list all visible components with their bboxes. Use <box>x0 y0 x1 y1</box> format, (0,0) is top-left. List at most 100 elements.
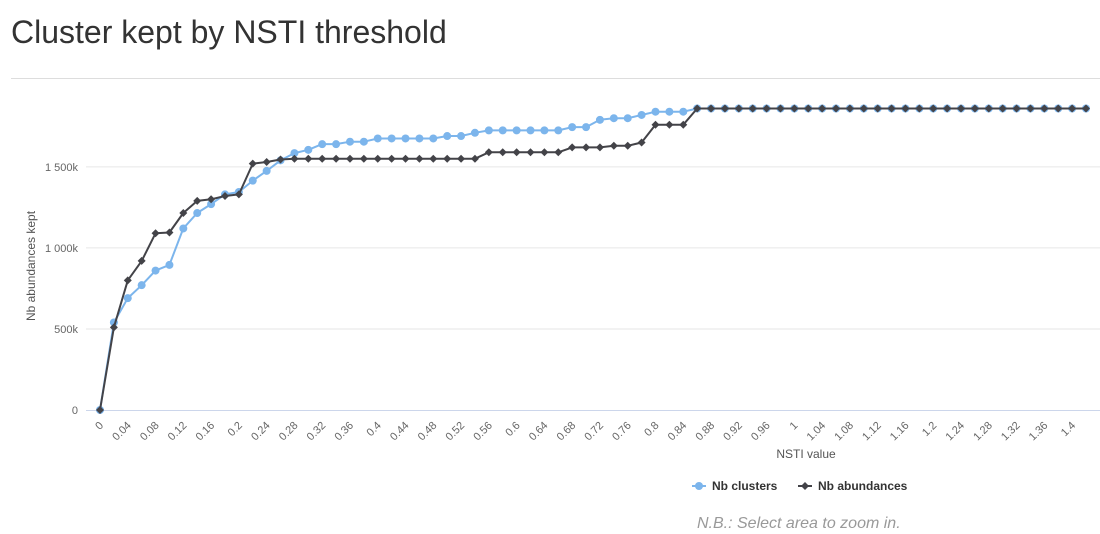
data-point[interactable] <box>207 195 216 204</box>
data-point[interactable] <box>526 148 535 157</box>
data-point[interactable] <box>248 159 257 168</box>
data-point[interactable] <box>554 126 563 135</box>
data-point[interactable] <box>498 148 507 157</box>
data-point[interactable] <box>373 154 382 163</box>
data-point[interactable] <box>582 123 591 132</box>
legend-item-nb-abundances[interactable]: Nb abundances <box>798 479 908 493</box>
data-point[interactable] <box>123 294 132 303</box>
data-point[interactable] <box>429 134 438 143</box>
data-point[interactable] <box>859 104 868 113</box>
data-point[interactable] <box>123 276 132 285</box>
data-point[interactable] <box>804 104 813 113</box>
data-point[interactable] <box>1068 104 1077 113</box>
data-point[interactable] <box>887 104 896 113</box>
data-point[interactable] <box>318 154 327 163</box>
data-point[interactable] <box>401 134 410 143</box>
data-point[interactable] <box>318 140 327 149</box>
data-point[interactable] <box>679 120 688 129</box>
data-point[interactable] <box>818 104 827 113</box>
data-point[interactable] <box>220 192 229 201</box>
data-point[interactable] <box>470 154 479 163</box>
data-point[interactable] <box>248 176 257 185</box>
data-point[interactable] <box>665 120 674 129</box>
data-point[interactable] <box>762 104 771 113</box>
data-point[interactable] <box>1026 104 1035 113</box>
data-point[interactable] <box>359 137 368 146</box>
data-point[interactable] <box>526 126 535 135</box>
data-point[interactable] <box>984 104 993 113</box>
data-point[interactable] <box>734 104 743 113</box>
data-point[interactable] <box>595 115 604 124</box>
data-point[interactable] <box>943 104 952 113</box>
data-point[interactable] <box>1054 104 1063 113</box>
data-point[interactable] <box>845 104 854 113</box>
data-point[interactable] <box>470 128 479 137</box>
data-point[interactable] <box>707 104 716 113</box>
data-point[interactable] <box>720 104 729 113</box>
data-point[interactable] <box>484 126 493 135</box>
data-point[interactable] <box>1012 104 1021 113</box>
data-point[interactable] <box>137 281 146 290</box>
data-point[interactable] <box>387 134 396 143</box>
data-point[interactable] <box>332 140 341 149</box>
data-point[interactable] <box>345 154 354 163</box>
data-point[interactable] <box>429 154 438 163</box>
data-point[interactable] <box>151 229 160 238</box>
data-point[interactable] <box>901 104 910 113</box>
data-point[interactable] <box>165 260 174 269</box>
data-point[interactable] <box>443 154 452 163</box>
data-point[interactable] <box>457 132 466 141</box>
data-point[interactable] <box>415 154 424 163</box>
data-point[interactable] <box>484 148 493 157</box>
data-point[interactable] <box>345 137 354 146</box>
data-point[interactable] <box>165 228 174 237</box>
data-point[interactable] <box>193 209 202 218</box>
data-point[interactable] <box>998 104 1007 113</box>
data-point[interactable] <box>415 134 424 143</box>
legend[interactable]: Nb clusters Nb abundances <box>692 479 908 493</box>
data-point[interactable] <box>498 126 507 135</box>
data-point[interactable] <box>832 104 841 113</box>
data-point[interactable] <box>637 138 646 147</box>
data-point[interactable] <box>332 154 341 163</box>
data-point[interactable] <box>623 141 632 150</box>
data-point[interactable] <box>179 209 188 218</box>
data-point[interactable] <box>693 104 702 113</box>
data-point[interactable] <box>873 104 882 113</box>
data-point[interactable] <box>262 166 271 175</box>
data-point[interactable] <box>790 104 799 113</box>
data-point[interactable] <box>290 149 299 158</box>
data-point[interactable] <box>1040 104 1049 113</box>
legend-item-nb-clusters[interactable]: Nb clusters <box>692 479 778 493</box>
data-point[interactable] <box>609 141 618 150</box>
data-point[interactable] <box>623 114 632 123</box>
data-point[interactable] <box>568 123 577 132</box>
data-point[interactable] <box>359 154 368 163</box>
data-point[interactable] <box>651 107 660 116</box>
data-point[interactable] <box>970 104 979 113</box>
data-point[interactable] <box>1082 104 1090 113</box>
data-point[interactable] <box>776 104 785 113</box>
data-point[interactable] <box>276 155 285 164</box>
data-point[interactable] <box>262 157 271 166</box>
data-point[interactable] <box>290 154 299 163</box>
data-point[interactable] <box>193 196 202 205</box>
data-point[interactable] <box>387 154 396 163</box>
data-point[interactable] <box>373 134 382 143</box>
data-point[interactable] <box>457 154 466 163</box>
data-point[interactable] <box>651 120 660 129</box>
data-point[interactable] <box>929 104 938 113</box>
data-point[interactable] <box>679 107 688 116</box>
data-point[interactable] <box>554 148 563 157</box>
data-point[interactable] <box>304 145 313 154</box>
data-point[interactable] <box>207 200 216 209</box>
data-point[interactable] <box>109 323 118 332</box>
data-point[interactable] <box>595 143 604 152</box>
data-point[interactable] <box>137 256 146 265</box>
data-point[interactable] <box>512 126 521 135</box>
data-point[interactable] <box>151 266 160 275</box>
data-point[interactable] <box>540 126 549 135</box>
data-point[interactable] <box>582 143 591 152</box>
data-point[interactable] <box>512 148 521 157</box>
